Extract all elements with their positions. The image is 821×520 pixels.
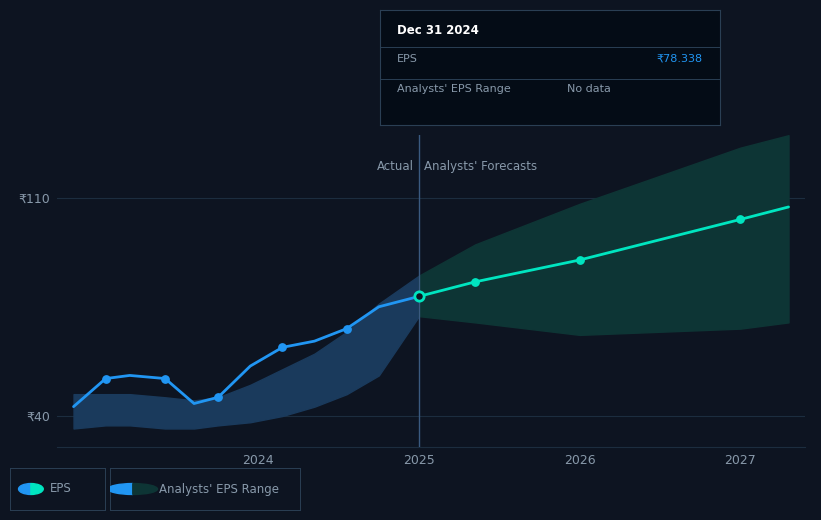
Point bbox=[734, 215, 747, 224]
Text: EPS: EPS bbox=[397, 54, 418, 63]
Text: Analysts' Forecasts: Analysts' Forecasts bbox=[424, 160, 537, 173]
Point bbox=[158, 374, 172, 383]
Point bbox=[99, 374, 112, 383]
Text: Dec 31 2024: Dec 31 2024 bbox=[397, 24, 479, 37]
Wedge shape bbox=[19, 484, 31, 495]
Text: Actual: Actual bbox=[377, 160, 414, 173]
Text: EPS: EPS bbox=[50, 483, 71, 496]
Point bbox=[212, 393, 225, 401]
Point bbox=[340, 324, 353, 333]
Point bbox=[573, 256, 586, 264]
Wedge shape bbox=[133, 484, 158, 495]
Text: Analysts' EPS Range: Analysts' EPS Range bbox=[397, 84, 511, 94]
Text: Analysts' EPS Range: Analysts' EPS Range bbox=[159, 483, 279, 496]
Wedge shape bbox=[31, 484, 44, 495]
Point bbox=[276, 343, 289, 352]
Text: No data: No data bbox=[567, 84, 611, 94]
Point bbox=[469, 278, 482, 286]
Text: ₹78.338: ₹78.338 bbox=[657, 54, 703, 63]
Point bbox=[412, 292, 425, 301]
Wedge shape bbox=[108, 484, 133, 495]
